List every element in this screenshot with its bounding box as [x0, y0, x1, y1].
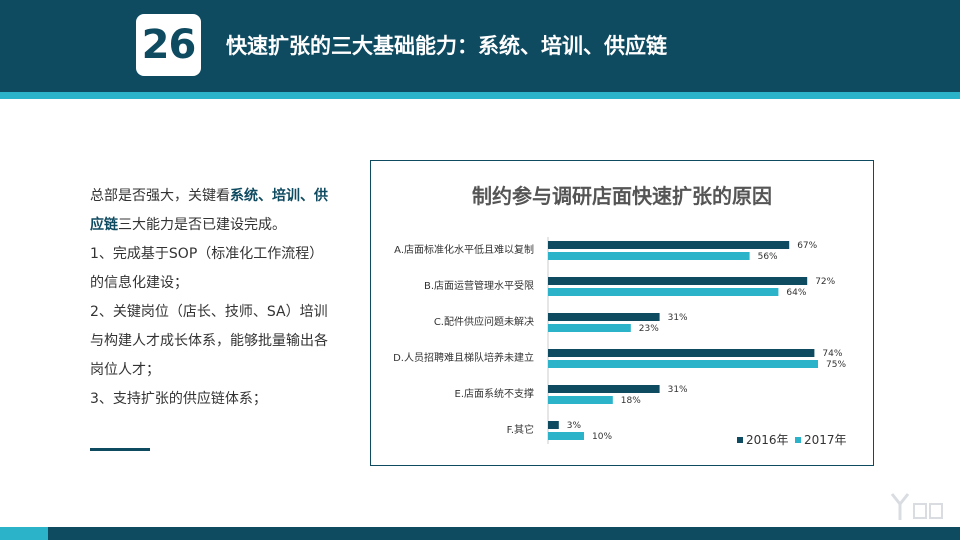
data-label: 67%	[797, 241, 817, 251]
category-label: B.店面运营管理水平受限	[424, 279, 534, 292]
bar-2017-1	[548, 288, 779, 296]
category-label: D.人员招聘难且梯队培养未建立	[393, 351, 534, 364]
bar-2016-3	[548, 349, 815, 357]
bar-2016-4	[548, 385, 660, 393]
summary-highlight: 系统、培训、供应链	[90, 188, 328, 233]
data-label: 18%	[621, 396, 641, 406]
bar-2016-2	[548, 313, 660, 321]
bar-2017-3	[548, 360, 818, 368]
footer-bar	[0, 527, 960, 540]
point-2: 2、关键岗位（店长、技师、SA）培训与构建人才成长体系，能够批量输出各岗位人才；	[90, 304, 328, 378]
summary-paragraph: 总部是否强大，关键看系统、培训、供应链三大能力是否已建设完成。	[90, 182, 335, 240]
summary-text-after: 三大能力是否已建设完成。	[118, 217, 286, 233]
category-label: C.配件供应问题未解决	[434, 315, 534, 328]
data-label: 64%	[786, 288, 806, 298]
bar-2017-5	[548, 432, 584, 440]
legend-label-1: 2017年	[804, 433, 847, 447]
data-label: 75%	[826, 360, 846, 370]
chart-frame: 制约参与调研店面快速扩张的原因 A.店面标准化水平低且难以复制 67% 56% B.店面…	[370, 160, 874, 466]
legend-swatch-0	[737, 437, 743, 443]
data-label: 31%	[668, 385, 688, 395]
bar-chart: 制约参与调研店面快速扩张的原因 A.店面标准化水平低且难以复制 67% 56% B.店面…	[393, 184, 847, 447]
watermark-logo-icon	[890, 493, 943, 520]
legend-label-0: 2016年	[746, 433, 789, 447]
category-label: E.店面系统不支撑	[455, 387, 535, 400]
data-label: 10%	[592, 432, 612, 442]
header-accent-stripe	[0, 92, 960, 99]
bar-2017-2	[548, 324, 631, 332]
page-title: 快速扩张的三大基础能力：系统、培训、供应链	[226, 34, 667, 58]
footer-accent	[0, 527, 48, 540]
left-text-panel: 总部是否强大，关键看系统、培训、供应链三大能力是否已建设完成。 1、完成基于SO…	[90, 182, 335, 414]
chart-title: 制约参与调研店面快速扩张的原因	[472, 184, 772, 208]
data-label: 3%	[567, 421, 582, 431]
data-label: 56%	[758, 252, 778, 262]
bar-2017-0	[548, 252, 750, 260]
legend-swatch-1	[795, 437, 801, 443]
bar-2016-5	[548, 421, 559, 429]
category-label: A.店面标准化水平低且难以复制	[394, 243, 534, 256]
point-1: 1、完成基于SOP（标准化工作流程）的信息化建设；	[90, 246, 324, 291]
bar-2016-0	[548, 241, 790, 249]
data-label: 23%	[639, 324, 659, 334]
data-label: 31%	[668, 313, 688, 323]
bar-2017-4	[548, 396, 613, 404]
slide-number-badge: 26	[136, 14, 201, 76]
summary-text-before: 总部是否强大，关键看	[90, 188, 230, 204]
data-label: 72%	[815, 277, 835, 287]
left-underline-divider	[90, 448, 150, 451]
point-3: 3、支持扩张的供应链体系；	[90, 391, 267, 407]
data-label: 74%	[822, 349, 842, 359]
bar-2016-1	[548, 277, 808, 285]
category-label: F.其它	[507, 423, 534, 436]
